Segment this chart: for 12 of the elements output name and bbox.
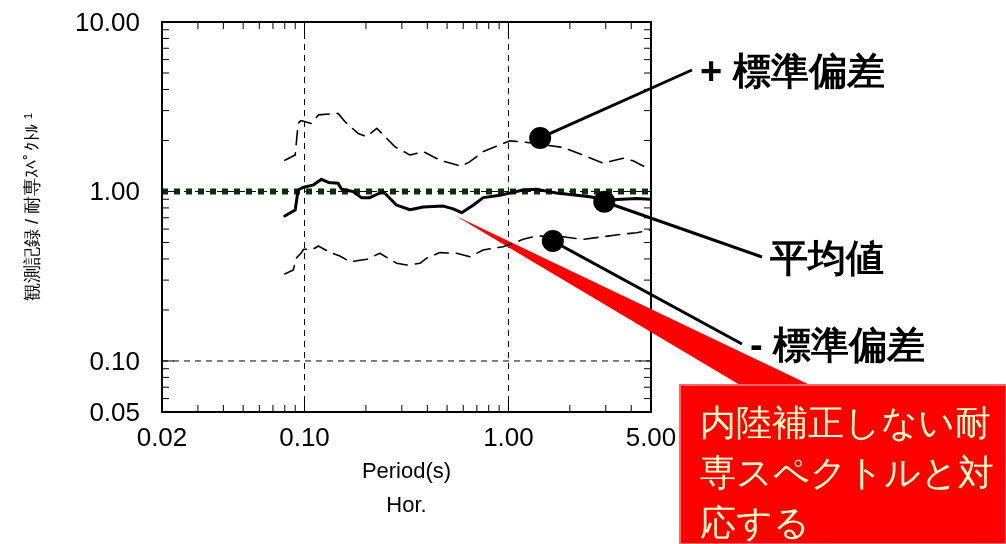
y-tick-label: 10.00 (74, 7, 140, 37)
annotation: - 標準偏差 (750, 324, 926, 366)
y-tick-label: 1.00 (89, 176, 140, 207)
annotation: 平均値 (770, 237, 884, 279)
text: Hor. (386, 492, 427, 517)
x-axis-title: Period(s) (361, 458, 452, 483)
x-tick-label: 1.00 (483, 422, 534, 452)
x-tick-label: 5.00 (625, 422, 677, 452)
y-tick-label: 0.10 (89, 345, 140, 376)
annotation: 内陸補正しない耐専スペクトルと対応する (700, 402, 994, 543)
annotation: + 標準偏差 (700, 50, 885, 92)
x-tick-label: 0.10 (279, 422, 330, 452)
